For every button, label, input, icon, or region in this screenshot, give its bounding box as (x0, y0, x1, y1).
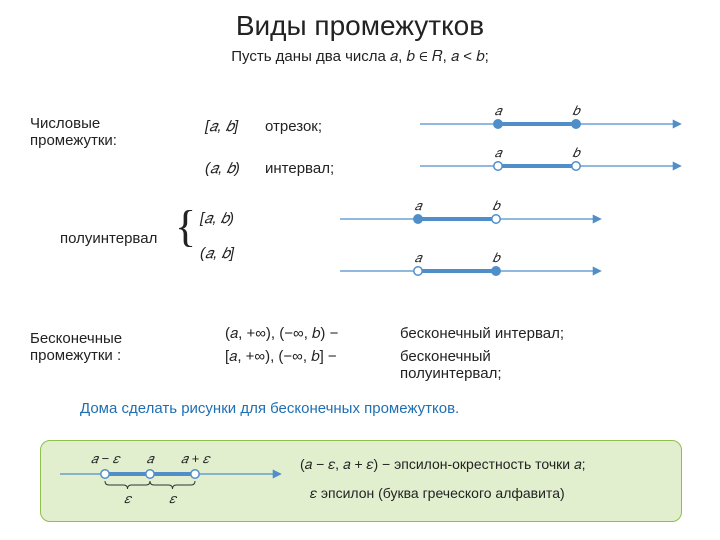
homework-text: Дома сделать рисунки для бесконечных про… (80, 400, 530, 417)
svg-text:𝑎: 𝑎 (414, 198, 423, 213)
inf-half-notation: [𝑎, +∞), (−∞, 𝑏] − (225, 348, 337, 365)
section-numeric-label: Числовые промежутки: (30, 115, 140, 149)
svg-text:𝑎: 𝑎 (146, 451, 155, 466)
half-interval-label: полуинтервал (60, 230, 170, 247)
svg-text:𝑎: 𝑎 (494, 103, 503, 118)
section-infinite-label: Бесконечные промежутки : (30, 330, 180, 364)
half2-notation: (𝑎, 𝑏] (200, 245, 234, 262)
inf-interval-notation: (𝑎, +∞), (−∞, 𝑏) − (225, 325, 338, 342)
numberline-epsilon: 𝑎 − 𝜀 𝑎 𝑎 + 𝜀 𝜀 𝜀 (50, 440, 290, 515)
epsilon-note: 𝜀 эпсилон (буква греческого алфавита) (310, 485, 565, 502)
svg-text:𝜀: 𝜀 (169, 491, 177, 506)
page-title: Виды промежутков (0, 0, 720, 42)
segment-word: отрезок; (265, 118, 345, 135)
epsilon-def: (𝑎 − 𝜀, 𝑎 + 𝜀) − эпсилон-окрестность точ… (300, 456, 586, 473)
svg-text:𝑎: 𝑎 (494, 145, 503, 160)
half1-notation: [𝑎, 𝑏) (200, 210, 234, 227)
subtitle: Пусть даны два числа 𝑎, 𝑏 ∈ 𝑅, 𝑎 < 𝑏; (0, 48, 720, 65)
svg-text:𝑏: 𝑏 (572, 145, 581, 160)
inf-half-word: бесконечный полуинтервал; (400, 348, 580, 382)
numberline-half2: 𝑎𝑏 (330, 247, 610, 287)
brace-icon: { (175, 205, 196, 249)
numberline-segment: 𝑎𝑏 (410, 100, 690, 140)
interval-notation: (𝑎, 𝑏) (205, 160, 240, 177)
svg-text:𝑏: 𝑏 (492, 250, 501, 265)
svg-text:𝑏: 𝑏 (492, 198, 501, 213)
numberline-interval: 𝑎𝑏 (410, 142, 690, 182)
numberline-half1: 𝑎𝑏 (330, 195, 610, 235)
svg-text:𝑎 + 𝜀: 𝑎 + 𝜀 (181, 451, 211, 466)
inf-interval-word: бесконечный интервал; (400, 325, 580, 342)
svg-text:𝑎: 𝑎 (414, 250, 423, 265)
svg-text:𝑏: 𝑏 (572, 103, 581, 118)
segment-notation: [𝑎, 𝑏] (205, 118, 238, 135)
svg-text:𝜀: 𝜀 (124, 491, 132, 506)
svg-text:𝑎 − 𝜀: 𝑎 − 𝜀 (91, 451, 121, 466)
interval-word: интервал; (265, 160, 345, 177)
